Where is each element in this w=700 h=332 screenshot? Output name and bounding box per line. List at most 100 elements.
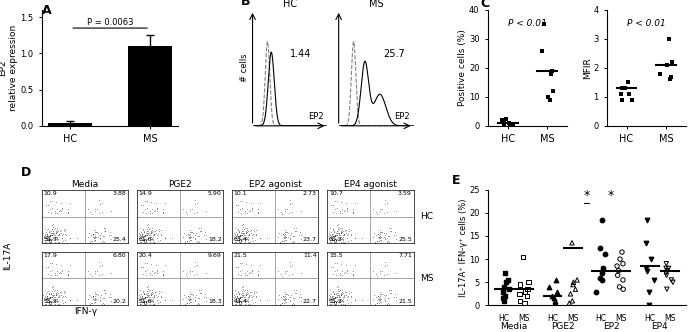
Point — [284, 236, 295, 242]
Point — [136, 293, 148, 298]
Point — [43, 209, 54, 214]
Point — [236, 228, 247, 234]
Point — [374, 235, 386, 241]
Point — [139, 236, 150, 242]
Point — [228, 230, 239, 236]
Point — [233, 299, 244, 304]
Point — [596, 270, 608, 276]
Point — [246, 294, 258, 300]
Point — [335, 199, 346, 204]
Point — [242, 239, 253, 244]
Point — [230, 293, 241, 299]
Text: MS: MS — [519, 314, 530, 323]
Point — [503, 287, 514, 292]
Point — [233, 233, 244, 239]
Point — [242, 301, 253, 306]
Point — [193, 233, 204, 239]
Point — [348, 207, 359, 212]
Point — [48, 297, 59, 302]
Point — [372, 296, 384, 301]
Point — [139, 240, 150, 246]
Point — [54, 271, 65, 276]
Point — [184, 231, 195, 236]
Point — [241, 290, 253, 295]
Point — [567, 298, 578, 303]
Point — [85, 272, 96, 277]
Point — [53, 293, 64, 298]
Point — [153, 228, 164, 233]
Point — [332, 289, 343, 294]
Point — [337, 292, 348, 297]
Point — [370, 240, 381, 246]
Point — [274, 292, 285, 297]
Point — [230, 287, 241, 292]
Point — [278, 296, 289, 301]
Point — [187, 229, 198, 235]
Point — [88, 231, 99, 236]
Point — [232, 295, 244, 300]
Point — [139, 260, 150, 265]
Point — [335, 237, 346, 242]
Point — [51, 236, 62, 241]
Point — [328, 299, 339, 304]
Point — [343, 228, 354, 233]
Point — [640, 240, 651, 246]
Point — [288, 238, 299, 243]
Point — [52, 273, 63, 278]
Point — [185, 208, 196, 213]
Point — [335, 230, 346, 236]
Point — [243, 293, 254, 298]
Point — [329, 236, 340, 241]
Point — [85, 239, 96, 245]
Point — [286, 209, 297, 214]
Point — [368, 268, 379, 274]
Point — [200, 294, 211, 299]
Point — [244, 290, 256, 295]
Point — [62, 273, 74, 278]
Point — [279, 295, 290, 301]
Point — [41, 291, 52, 296]
Point — [253, 210, 264, 216]
Point — [184, 293, 195, 298]
Point — [55, 290, 66, 295]
Point — [144, 288, 155, 293]
Point — [390, 294, 401, 299]
Point — [46, 272, 57, 277]
Point — [88, 294, 99, 300]
Point — [332, 293, 343, 298]
Point — [499, 298, 510, 303]
Point — [50, 296, 62, 301]
Point — [498, 122, 509, 127]
Text: MS: MS — [615, 314, 627, 323]
Point — [90, 289, 101, 294]
Point — [235, 300, 246, 306]
Point — [332, 224, 344, 229]
Point — [183, 296, 195, 301]
Point — [499, 284, 510, 290]
Point — [139, 207, 150, 212]
Point — [326, 235, 337, 240]
Point — [234, 301, 245, 306]
Point — [286, 302, 297, 307]
Point — [333, 297, 344, 303]
Text: B: B — [241, 0, 251, 8]
Point — [146, 298, 157, 304]
Point — [286, 230, 297, 236]
Point — [143, 293, 154, 299]
Text: # cells: # cells — [240, 53, 248, 82]
Point — [617, 277, 629, 283]
Point — [42, 296, 53, 301]
Point — [232, 299, 243, 305]
Point — [43, 233, 54, 239]
Point — [339, 271, 350, 276]
Point — [184, 233, 195, 239]
Point — [239, 226, 251, 231]
Point — [141, 267, 153, 273]
Text: 10.7: 10.7 — [329, 191, 342, 196]
Point — [140, 237, 151, 242]
Point — [246, 230, 257, 235]
Point — [38, 230, 49, 236]
Point — [48, 221, 59, 227]
Point — [46, 236, 57, 241]
Point — [46, 301, 57, 306]
